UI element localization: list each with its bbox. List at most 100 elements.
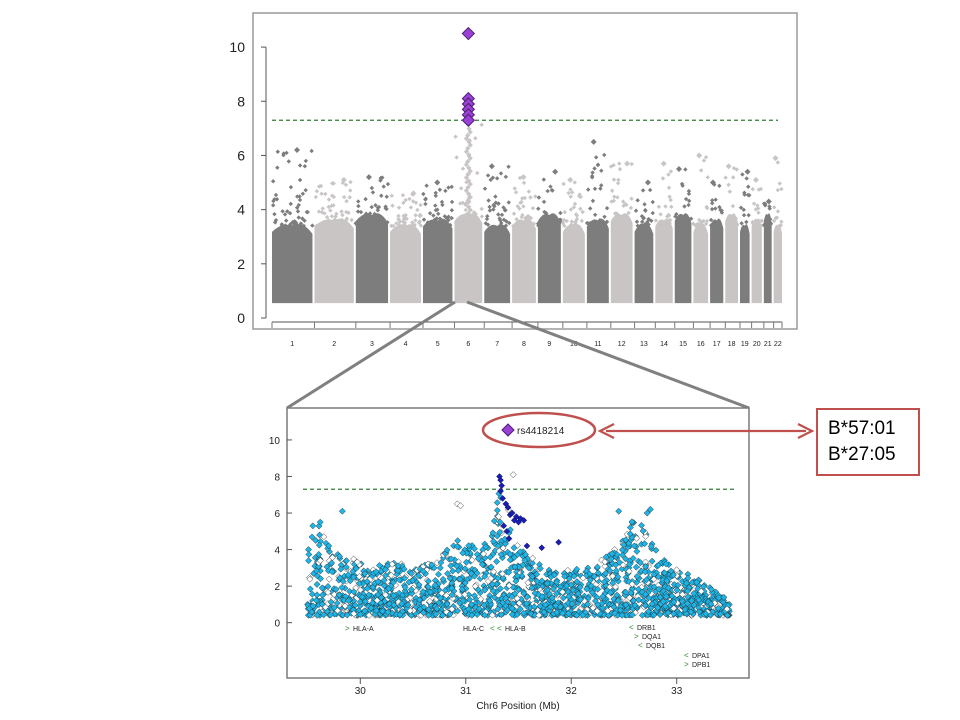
manhattan-snp bbox=[615, 195, 620, 200]
regional-snp bbox=[448, 584, 456, 592]
manhattan-snp bbox=[733, 223, 739, 228]
manhattan-snp bbox=[746, 184, 751, 189]
manhattan-snp bbox=[669, 204, 674, 210]
manhattan-snp bbox=[716, 223, 722, 229]
regional-snp bbox=[508, 611, 516, 618]
manhattan-snp bbox=[768, 221, 774, 226]
manhattan-snp bbox=[577, 194, 582, 199]
manhattan-snp bbox=[686, 216, 691, 221]
regional-snp bbox=[406, 607, 414, 615]
regional-snp bbox=[582, 572, 590, 580]
regional-snp bbox=[533, 577, 541, 585]
manhattan-snp bbox=[543, 210, 549, 216]
regional-high-ld-snp-2 bbox=[498, 482, 505, 489]
manhattan-snp bbox=[602, 152, 607, 158]
manhattan-snp bbox=[413, 200, 419, 205]
manhattan-snp bbox=[759, 218, 765, 224]
regional-snp bbox=[448, 605, 456, 613]
chromosome-label-3: 3 bbox=[370, 341, 374, 348]
manhattan-snp bbox=[526, 189, 532, 194]
manhattan-snp bbox=[286, 159, 291, 164]
manhattan-snp bbox=[403, 197, 408, 203]
manhattan-snp bbox=[666, 185, 672, 190]
regional-snp bbox=[521, 556, 529, 564]
regional-snp bbox=[506, 556, 514, 564]
manhattan-snp bbox=[319, 222, 324, 228]
regional-snp bbox=[650, 611, 658, 619]
manhattan-snp bbox=[713, 206, 718, 211]
regional-snp bbox=[458, 585, 466, 593]
regional-snp bbox=[446, 575, 454, 582]
manhattan-snp bbox=[465, 197, 471, 204]
regional-snp bbox=[306, 585, 314, 593]
chromosome-label-5: 5 bbox=[436, 341, 440, 348]
regional-snp bbox=[496, 528, 504, 536]
manhattan-snp bbox=[272, 220, 278, 225]
regional-snp bbox=[615, 507, 623, 515]
manhattan-snp bbox=[546, 223, 551, 229]
regional-snp bbox=[550, 585, 557, 593]
manhattan-snp bbox=[466, 191, 472, 197]
manhattan-x-axis: 1 2 3 4 5 6 7 8 9 10 11 12 13 14 15 16 17 18 19 20 21 22 bbox=[271, 321, 783, 348]
manhattan-snp bbox=[373, 203, 378, 208]
chromosome-7-points bbox=[484, 224, 511, 304]
manhattan-snp bbox=[572, 180, 577, 185]
manhattan-snp bbox=[341, 194, 347, 200]
regional-snp bbox=[720, 593, 728, 601]
regional-snp bbox=[446, 610, 454, 618]
regional-snp bbox=[336, 552, 344, 560]
manhattan-snp bbox=[685, 218, 690, 223]
manhattan-snp bbox=[297, 177, 303, 183]
regional-snp bbox=[668, 592, 676, 600]
regional-snp bbox=[687, 608, 695, 616]
regional-snp bbox=[318, 600, 326, 608]
regional-snp bbox=[357, 586, 364, 594]
regional-snp bbox=[670, 610, 678, 618]
regional-snp bbox=[363, 578, 371, 585]
manhattan-snp bbox=[710, 201, 715, 206]
manhattan-snp bbox=[592, 166, 597, 171]
regional-snp bbox=[559, 609, 567, 617]
regional-snp bbox=[723, 605, 731, 613]
manhattan-snp bbox=[679, 181, 685, 187]
regional-snp bbox=[308, 533, 316, 541]
manhattan-snp bbox=[526, 223, 532, 229]
manhattan-snp bbox=[331, 194, 337, 200]
manhattan-snp bbox=[475, 216, 480, 221]
manhattan-snp bbox=[369, 204, 374, 210]
manhattan-snp bbox=[660, 223, 665, 228]
regional-snp bbox=[318, 584, 326, 592]
regional-high-ld-snp-10 bbox=[513, 513, 520, 521]
manhattan-y-tick-5: 10 bbox=[229, 39, 245, 55]
regional-snp bbox=[502, 594, 510, 602]
manhattan-snp bbox=[536, 195, 542, 200]
regional-snp bbox=[428, 561, 436, 569]
regional-snp bbox=[424, 583, 432, 591]
manhattan-snp bbox=[327, 223, 333, 228]
manhattan-snp bbox=[656, 222, 662, 227]
regional-snp bbox=[619, 551, 626, 559]
regional-snp bbox=[650, 583, 658, 591]
regional-snp bbox=[630, 542, 638, 550]
manhattan-snp bbox=[686, 198, 692, 204]
regional-snp bbox=[643, 509, 651, 517]
regional-snp bbox=[315, 522, 323, 530]
manhattan-snp bbox=[465, 171, 471, 178]
manhattan-snp bbox=[599, 183, 604, 188]
regional-snp bbox=[467, 570, 475, 577]
chromosome-label-14: 14 bbox=[660, 341, 668, 348]
manhattan-snp bbox=[522, 195, 528, 201]
manhattan-snp bbox=[571, 205, 577, 210]
manhattan-snp bbox=[568, 194, 573, 199]
manhattan-snp bbox=[408, 205, 414, 210]
manhattan-snp bbox=[666, 223, 671, 228]
manhattan-snp bbox=[479, 214, 485, 219]
regional-snp bbox=[626, 560, 633, 568]
manhattan-snp bbox=[444, 222, 449, 228]
regional-snp bbox=[443, 600, 451, 608]
callout-line-2: B*27:05 bbox=[828, 444, 896, 465]
regional-snp bbox=[515, 586, 522, 594]
regional-snp bbox=[494, 574, 502, 582]
manhattan-snp bbox=[271, 198, 276, 204]
manhattan-snp bbox=[709, 206, 715, 212]
